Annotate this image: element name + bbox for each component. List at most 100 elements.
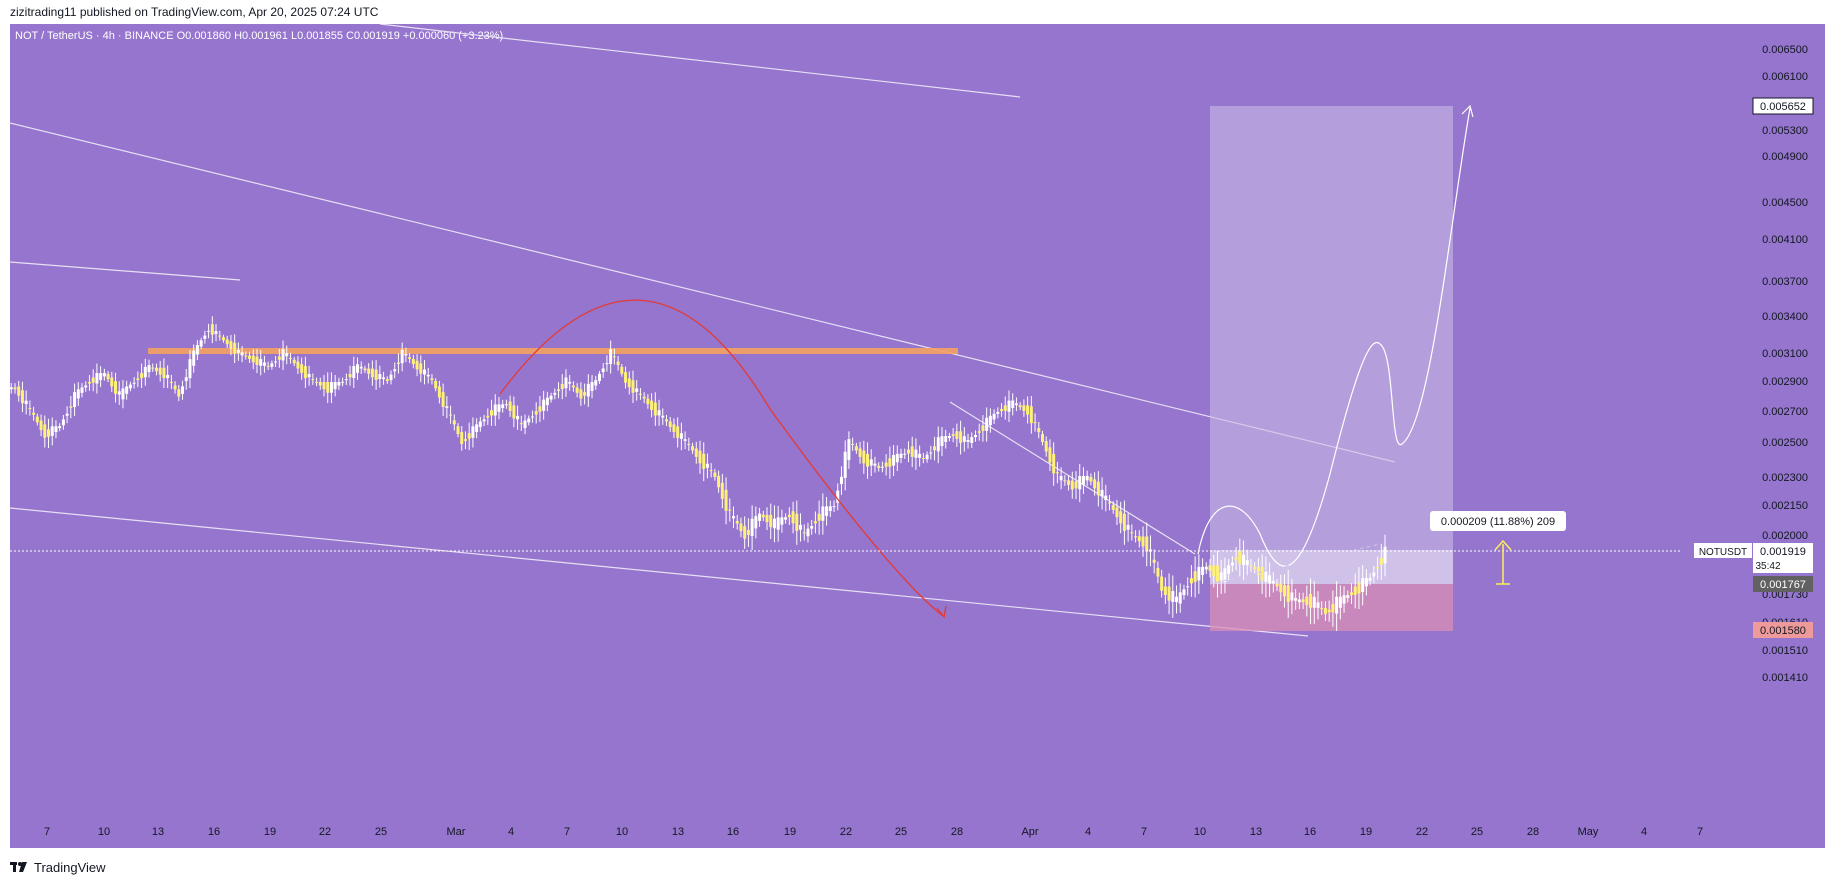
- candle-body: [817, 513, 821, 521]
- trendline-upper-long[interactable]: [9, 122, 1396, 463]
- candle-body: [557, 389, 561, 391]
- candle-body: [1294, 598, 1298, 601]
- candle-body: [1037, 428, 1041, 433]
- candle-body: [646, 398, 650, 405]
- time-tick-label: 7: [1141, 826, 1147, 838]
- candle-body: [1342, 595, 1346, 604]
- candle-body: [65, 413, 69, 416]
- candle-body: [981, 425, 985, 431]
- candle-body: [419, 363, 423, 374]
- candle-body: [169, 381, 173, 383]
- candle-body: [374, 369, 378, 380]
- candle-body: [869, 459, 873, 466]
- candle-body: [1160, 576, 1164, 591]
- candle-body: [102, 372, 106, 377]
- candle-body: [24, 400, 28, 405]
- candle-body: [329, 382, 333, 393]
- candle-body: [605, 363, 609, 365]
- footer-brand: TradingView: [34, 859, 106, 875]
- candle-body: [363, 368, 367, 371]
- candle-body: [936, 437, 940, 452]
- time-tick-label: 13: [152, 826, 164, 838]
- time-tick-label: 13: [672, 826, 684, 838]
- candle-body: [1201, 566, 1205, 575]
- candle-body: [61, 419, 65, 426]
- time-tick-label: 16: [727, 826, 739, 838]
- candle-body: [181, 386, 185, 394]
- chart-area[interactable]: NOT / TetherUS · 4h · BINANCE O0.001860 …: [9, 23, 1825, 848]
- countdown-label: 35:42: [1755, 561, 1780, 572]
- candle-body: [1331, 603, 1335, 613]
- candle-body: [754, 516, 758, 529]
- entry-band[interactable]: [1210, 550, 1453, 584]
- trendline-upper-short[interactable]: [379, 23, 1021, 98]
- target-box[interactable]: [1210, 106, 1453, 584]
- candle-body: [1052, 453, 1056, 474]
- candle-body: [1145, 536, 1149, 552]
- candle-body: [1279, 583, 1283, 593]
- candle-body: [1312, 596, 1316, 608]
- price-tick-label: 0.003100: [1762, 348, 1808, 360]
- candle-body: [307, 373, 311, 378]
- last-price-tag: NOTUSDT 0.001919 35:42: [1694, 543, 1813, 573]
- candle-body: [311, 379, 315, 381]
- candle-body: [1197, 566, 1201, 581]
- candle-body: [705, 463, 709, 468]
- candle-body: [1353, 586, 1357, 595]
- chart-svg[interactable]: NOT / TetherUS · 4h · BINANCE O0.001860 …: [9, 23, 1825, 848]
- candle-body: [251, 355, 255, 363]
- candle-body: [1361, 578, 1365, 593]
- candle-body: [437, 386, 441, 398]
- time-tick-label: 4: [1641, 826, 1647, 838]
- trendline-top-left[interactable]: [9, 261, 241, 281]
- candle-body: [43, 424, 47, 438]
- candle-body: [664, 419, 668, 422]
- candle-body: [772, 518, 776, 529]
- candle-body: [866, 453, 870, 467]
- candle-body: [423, 369, 427, 375]
- candle-body: [1286, 585, 1290, 602]
- time-tick-label: 10: [616, 826, 628, 838]
- candle-body: [918, 453, 922, 458]
- time-axis[interactable]: 7 10 13 16 19 22 25 Mar 4 7 10 13 16 19 22 25 28 Apr 4 7 10 1…: [44, 826, 1703, 838]
- candle-body: [694, 448, 698, 457]
- candle-body: [497, 404, 501, 412]
- candle-body: [441, 392, 445, 407]
- candle-body: [99, 373, 103, 380]
- candle-body: [851, 444, 855, 446]
- time-tick-label: May: [1578, 826, 1599, 838]
- candle-body: [877, 465, 881, 468]
- time-tick-label: 25: [895, 826, 907, 838]
- candle-body: [970, 437, 974, 444]
- candle-body: [1249, 565, 1253, 567]
- candle-body: [315, 381, 319, 383]
- candle-body: [266, 365, 270, 367]
- candle-body: [501, 404, 505, 409]
- candle-body: [750, 518, 754, 537]
- candle-body: [914, 449, 918, 458]
- candle-body: [1100, 489, 1104, 497]
- candle-body: [460, 432, 464, 445]
- candle-body: [173, 385, 177, 390]
- candle-body: [1193, 571, 1197, 582]
- candle-body: [612, 356, 616, 358]
- candle-body: [318, 381, 322, 386]
- candle-body: [95, 373, 99, 384]
- candle-body: [668, 421, 672, 428]
- candle-body: [828, 506, 832, 512]
- time-tick-label: 7: [44, 826, 50, 838]
- candle-body: [1204, 566, 1208, 570]
- candle-body: [210, 324, 214, 335]
- candle-body: [906, 449, 910, 454]
- candle-body: [1134, 536, 1138, 538]
- candle-body: [225, 339, 229, 345]
- candle-body: [988, 415, 992, 426]
- candle-body: [549, 395, 553, 400]
- trendline-lower[interactable]: [9, 507, 1309, 637]
- footer: TradingView: [10, 856, 106, 878]
- candle-body: [810, 525, 814, 529]
- candle-body: [344, 379, 348, 381]
- resistance-zone[interactable]: [148, 348, 958, 354]
- price-axis[interactable]: 0.006500 0.006100 0.005300 0.004900 0.004500…: [1762, 44, 1808, 684]
- candle-body: [683, 439, 687, 441]
